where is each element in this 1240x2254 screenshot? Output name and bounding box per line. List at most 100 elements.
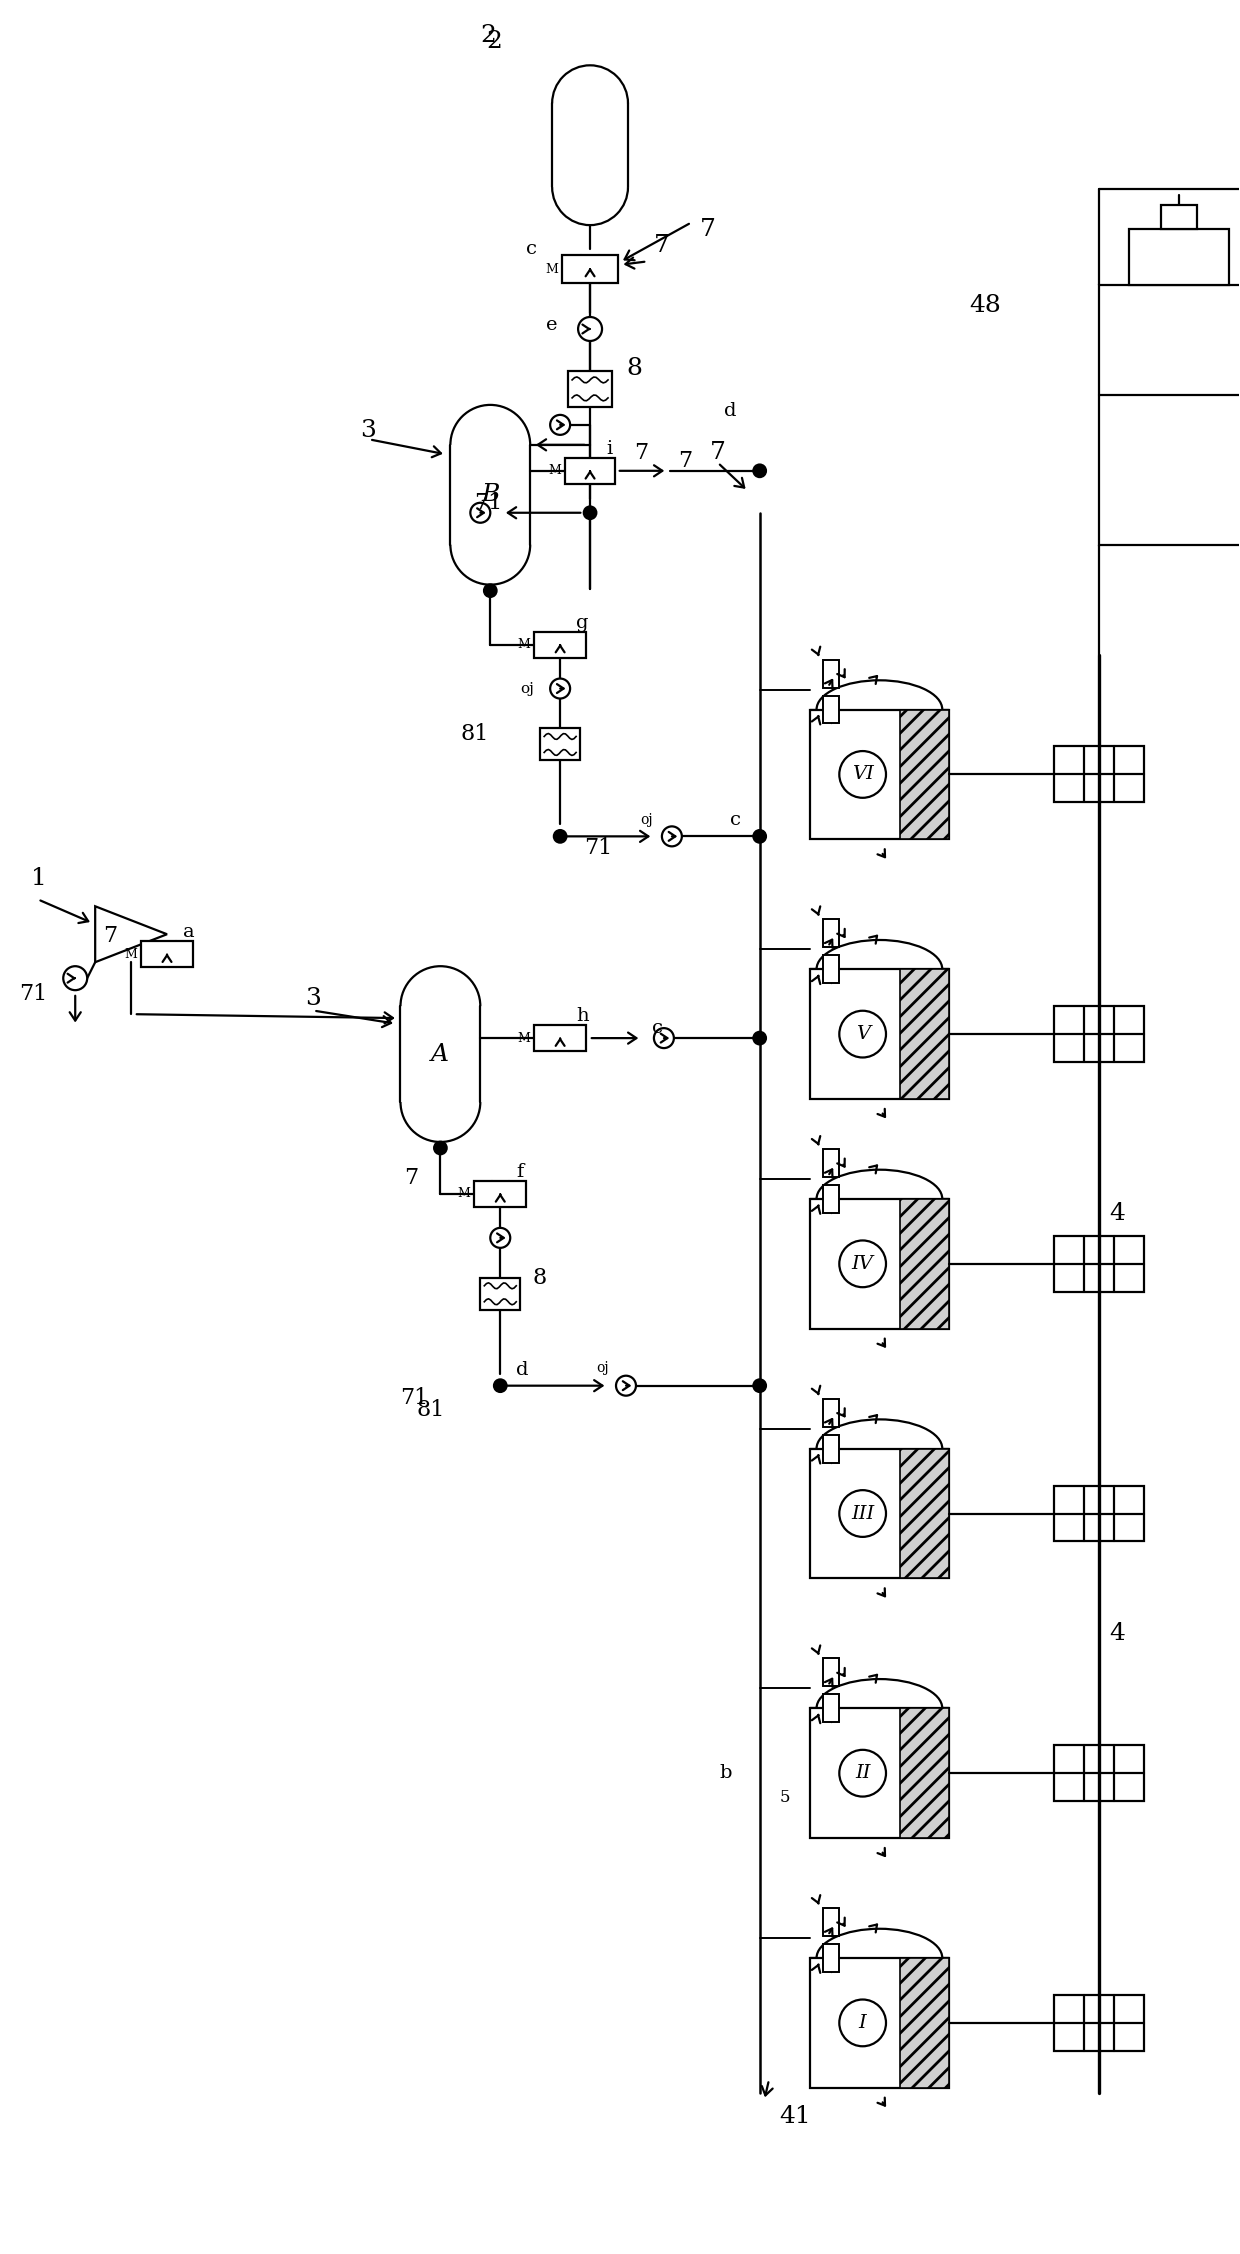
Bar bbox=[810, 1449, 950, 1578]
Circle shape bbox=[554, 829, 567, 843]
Circle shape bbox=[839, 1490, 887, 1537]
Text: 71: 71 bbox=[475, 491, 502, 514]
Text: M: M bbox=[458, 1188, 470, 1201]
Text: M: M bbox=[517, 638, 531, 651]
Polygon shape bbox=[95, 906, 167, 962]
Bar bbox=[822, 1659, 838, 1686]
Text: 1: 1 bbox=[31, 868, 47, 890]
Bar bbox=[822, 1186, 838, 1213]
Bar bbox=[900, 1709, 950, 1837]
Text: 2: 2 bbox=[480, 25, 496, 47]
Bar bbox=[568, 372, 613, 408]
Text: 71: 71 bbox=[401, 1386, 429, 1409]
Bar bbox=[900, 710, 950, 838]
Text: 81: 81 bbox=[417, 1400, 445, 1420]
Bar bbox=[900, 1959, 950, 2087]
Text: e: e bbox=[546, 316, 558, 334]
Text: 7: 7 bbox=[404, 1168, 419, 1188]
Text: 7: 7 bbox=[678, 451, 692, 471]
Text: 4: 4 bbox=[1109, 1201, 1125, 1226]
Text: 3: 3 bbox=[305, 987, 321, 1010]
Bar bbox=[822, 660, 838, 687]
Text: 41: 41 bbox=[780, 2105, 811, 2128]
Bar bbox=[822, 696, 838, 724]
Circle shape bbox=[551, 415, 570, 435]
Circle shape bbox=[754, 829, 765, 843]
Text: III: III bbox=[851, 1503, 874, 1521]
Bar bbox=[822, 1434, 838, 1463]
Circle shape bbox=[839, 1999, 887, 2047]
Text: oj: oj bbox=[596, 1361, 609, 1375]
Text: I: I bbox=[859, 2013, 867, 2031]
Circle shape bbox=[839, 1010, 887, 1057]
Text: 71: 71 bbox=[584, 836, 613, 859]
Bar bbox=[1054, 746, 1143, 802]
Text: 7: 7 bbox=[709, 442, 725, 464]
Text: i: i bbox=[606, 440, 613, 458]
Text: 81: 81 bbox=[460, 724, 489, 746]
Text: 7: 7 bbox=[103, 924, 118, 947]
Circle shape bbox=[662, 827, 682, 845]
Bar bbox=[480, 1278, 521, 1310]
Circle shape bbox=[551, 678, 570, 699]
Bar bbox=[822, 956, 838, 983]
Circle shape bbox=[470, 503, 490, 523]
Text: oj: oj bbox=[521, 681, 534, 696]
Bar bbox=[562, 255, 618, 284]
Bar bbox=[900, 969, 950, 1100]
Bar bbox=[1054, 1235, 1143, 1292]
Text: M: M bbox=[548, 464, 562, 478]
Bar bbox=[534, 1026, 587, 1050]
Bar bbox=[822, 1943, 838, 1972]
Text: 7: 7 bbox=[699, 219, 715, 241]
Bar bbox=[900, 1199, 950, 1330]
Circle shape bbox=[584, 507, 596, 518]
Text: c: c bbox=[652, 1019, 663, 1037]
Bar bbox=[1099, 284, 1240, 545]
Circle shape bbox=[839, 1749, 887, 1796]
Circle shape bbox=[495, 1379, 506, 1391]
Bar bbox=[1054, 1005, 1143, 1062]
Text: V: V bbox=[856, 1026, 869, 1044]
Circle shape bbox=[754, 464, 765, 478]
Text: IV: IV bbox=[852, 1255, 874, 1274]
Text: c: c bbox=[526, 241, 537, 259]
Bar bbox=[475, 1181, 526, 1206]
Bar bbox=[534, 631, 587, 658]
Bar bbox=[822, 1695, 838, 1722]
Circle shape bbox=[63, 967, 87, 990]
Bar bbox=[541, 728, 580, 760]
Bar bbox=[810, 1199, 950, 1330]
Text: II: II bbox=[854, 1765, 870, 1783]
Bar bbox=[822, 920, 838, 947]
Text: 3: 3 bbox=[361, 419, 377, 442]
Bar bbox=[565, 458, 615, 485]
Bar bbox=[810, 710, 950, 838]
Text: B: B bbox=[481, 482, 500, 507]
Text: g: g bbox=[577, 613, 589, 631]
Text: 7: 7 bbox=[653, 234, 670, 257]
Text: 5: 5 bbox=[780, 1790, 790, 1805]
Bar bbox=[822, 1150, 838, 1177]
Text: c: c bbox=[730, 811, 740, 829]
Circle shape bbox=[754, 1379, 765, 1391]
Text: 2: 2 bbox=[486, 29, 502, 52]
Circle shape bbox=[653, 1028, 673, 1048]
Circle shape bbox=[839, 1240, 887, 1287]
Circle shape bbox=[485, 584, 496, 597]
Text: a: a bbox=[184, 924, 195, 942]
Circle shape bbox=[434, 1143, 446, 1154]
Bar bbox=[822, 1909, 838, 1936]
Text: h: h bbox=[577, 1008, 589, 1026]
Text: 4: 4 bbox=[1109, 1623, 1125, 1645]
Bar bbox=[1161, 205, 1197, 230]
Bar bbox=[810, 1959, 950, 2087]
Text: VI: VI bbox=[852, 766, 874, 784]
Text: 8: 8 bbox=[532, 1267, 547, 1289]
Text: M: M bbox=[546, 261, 558, 275]
Bar bbox=[1054, 1745, 1143, 1801]
Text: 48: 48 bbox=[970, 293, 1001, 316]
Text: d: d bbox=[724, 401, 737, 419]
Text: oj: oj bbox=[640, 814, 652, 827]
Circle shape bbox=[754, 1032, 765, 1044]
